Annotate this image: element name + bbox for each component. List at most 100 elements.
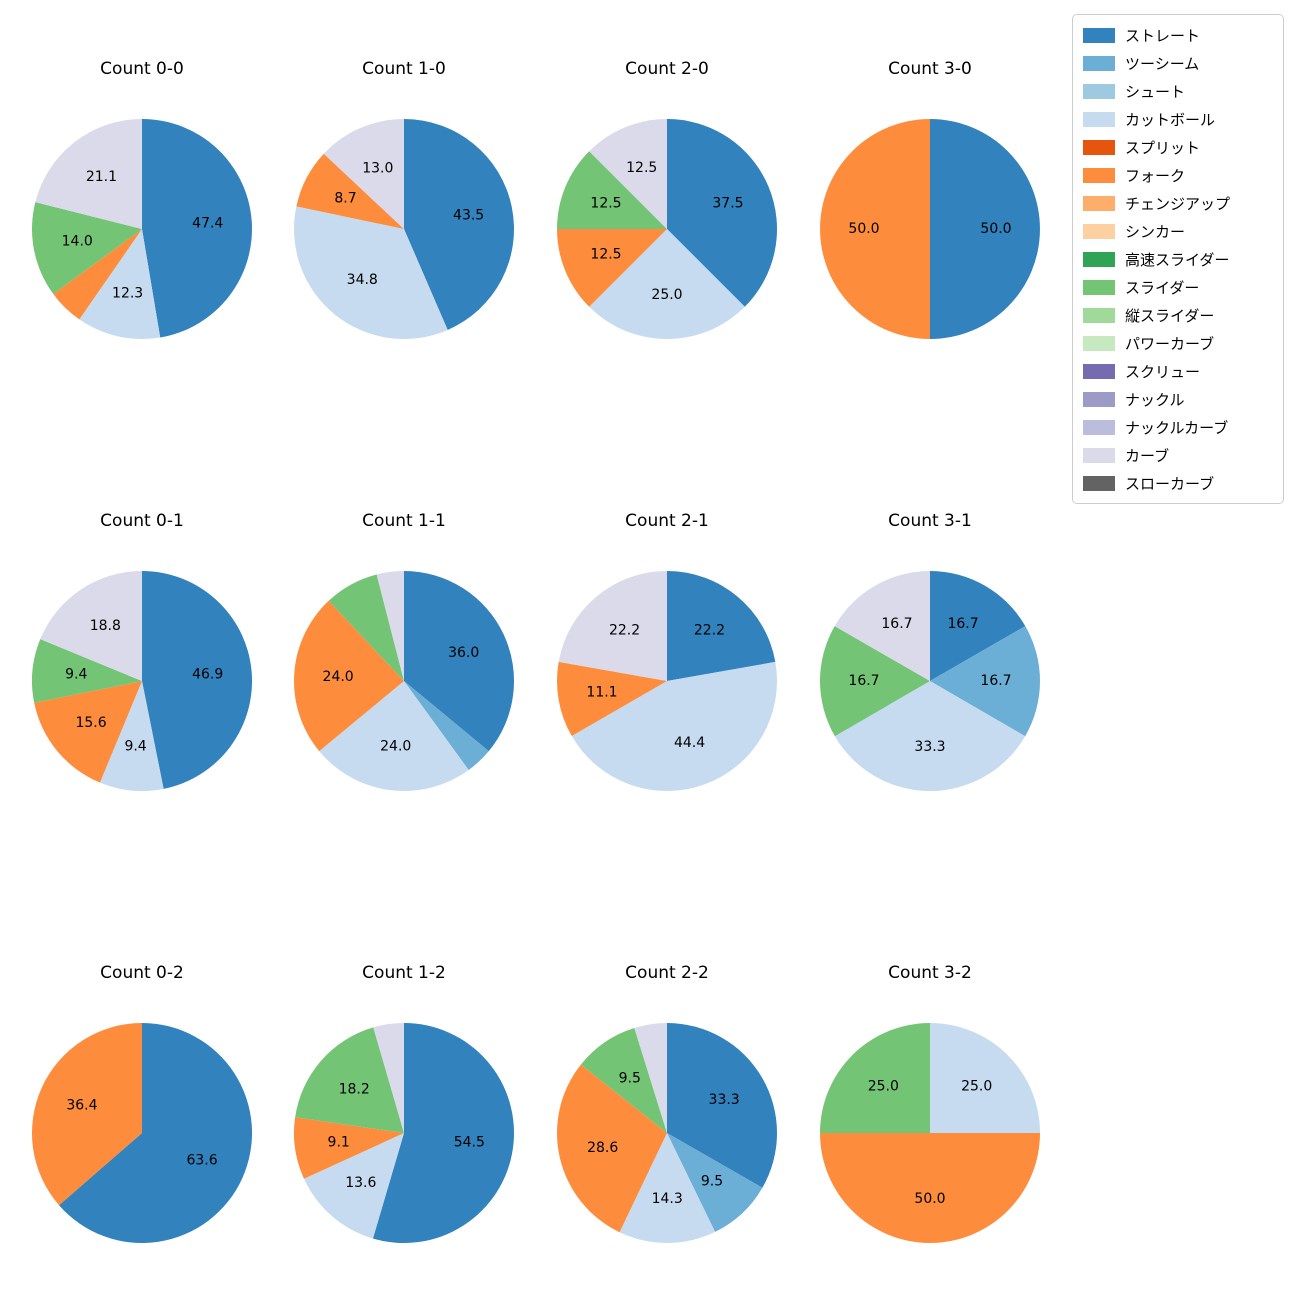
- legend-item: スプリット: [1083, 136, 1273, 158]
- pie-chart-count-3-2: 25.0 50.0 25.0: [820, 1023, 1040, 1243]
- pie-slice: [32, 1023, 143, 1206]
- pie-slice: [667, 571, 776, 681]
- legend-item: ストレート: [1083, 24, 1273, 46]
- legend-item: シュート: [1083, 80, 1273, 102]
- pie-slice: [40, 571, 142, 681]
- chart-title: Count 2-0: [625, 59, 709, 79]
- pie-slice: [556, 661, 667, 736]
- slice-label: 28.6: [587, 1140, 618, 1156]
- legend-item: パワーカーブ: [1083, 332, 1273, 354]
- slice-label: 44.4: [674, 735, 705, 751]
- legend-item-label: カーブ: [1125, 446, 1170, 465]
- pie-slice: [667, 1023, 778, 1188]
- slice-label: 18.8: [90, 618, 121, 634]
- slice-label: 22.2: [694, 622, 725, 638]
- pie-slice: [589, 119, 667, 229]
- pie-slice: [834, 571, 930, 681]
- slice-label: 33.3: [914, 739, 945, 755]
- pie-slice: [589, 229, 745, 339]
- slice-label: 37.5: [712, 196, 743, 212]
- legend-item-label: ナックル: [1125, 390, 1185, 409]
- slice-label: 22.2: [609, 622, 640, 638]
- pie-slice: [634, 1023, 667, 1133]
- legend-item-label: ツーシーム: [1125, 54, 1200, 73]
- pie-slice: [820, 1133, 1040, 1243]
- slice-label: 12.5: [626, 160, 657, 176]
- legend-item: 縦スライダー: [1083, 304, 1273, 326]
- legend-item-label: スプリット: [1125, 138, 1201, 157]
- chart-title: Count 1-0: [362, 59, 446, 79]
- legend-item-label: 高速スライダー: [1125, 250, 1230, 269]
- pie-slice: [819, 626, 930, 737]
- pie-slice: [303, 1133, 404, 1239]
- pie-slice: [571, 661, 778, 791]
- slice-label: 12.3: [112, 285, 143, 301]
- slice-label: 13.6: [345, 1175, 376, 1191]
- legend-swatch: [1083, 279, 1115, 295]
- pie-slice: [53, 229, 142, 320]
- legend-item-label: シュート: [1125, 82, 1186, 101]
- legend-item-label: スライダー: [1125, 278, 1200, 297]
- legend-swatch: [1083, 475, 1115, 491]
- pie-slice: [820, 1023, 930, 1133]
- pie-chart-count-0-1: 46.9 9.4 15.6 9.4 18.8: [32, 571, 253, 792]
- pie-slice: [376, 571, 404, 681]
- legend-item-label: スローカーブ: [1125, 474, 1215, 493]
- pie-slice: [930, 119, 1040, 339]
- chart-title: Count 3-1: [888, 511, 972, 531]
- slice-label: 11.1: [586, 684, 617, 700]
- chart-title: Count 2-2: [625, 963, 709, 983]
- legend-swatch: [1083, 307, 1115, 323]
- pie-slice: [372, 1023, 514, 1243]
- chart-title: Count 2-1: [625, 511, 709, 531]
- pie-slice: [557, 229, 667, 307]
- slice-label: 50.0: [848, 221, 879, 237]
- slice-label: 16.7: [881, 616, 912, 632]
- slice-label: 9.5: [701, 1173, 723, 1189]
- pie-chart-count-2-1: 22.2 44.4 11.1 22.2: [556, 571, 778, 791]
- legend-item-label: フォーク: [1125, 166, 1186, 185]
- legend-item: カーブ: [1083, 444, 1273, 466]
- slice-label: 12.5: [590, 246, 621, 262]
- slice-label: 13.0: [362, 160, 393, 176]
- pie-slice: [557, 1064, 667, 1233]
- slice-label: 14.3: [652, 1191, 683, 1207]
- pie-slice: [35, 119, 142, 229]
- slice-label: 25.0: [961, 1078, 992, 1094]
- slice-label: 16.7: [947, 616, 978, 632]
- slice-label: 9.4: [124, 739, 146, 755]
- legend-swatch: [1083, 363, 1115, 379]
- legend-swatch: [1083, 27, 1115, 43]
- legend-swatch: [1083, 55, 1115, 71]
- pie-slice: [930, 571, 1026, 681]
- slice-label: 50.0: [980, 221, 1011, 237]
- pie-slice: [295, 1027, 404, 1133]
- slice-label: 18.2: [339, 1082, 370, 1098]
- legend-item: カットボール: [1083, 108, 1273, 130]
- pie-slice: [558, 571, 667, 681]
- slice-label: 47.4: [192, 216, 223, 232]
- pie-slice: [667, 1133, 763, 1232]
- slice-label: 9.4: [65, 667, 87, 683]
- pie-slice: [323, 119, 404, 229]
- pie-chart-count-1-1: 36.0 24.0 24.0: [293, 571, 515, 792]
- pie-slice: [404, 571, 515, 752]
- legend-swatch: [1083, 251, 1115, 267]
- legend-item-label: ストレート: [1125, 26, 1201, 45]
- pie-slice: [296, 153, 404, 229]
- pie-slice: [79, 229, 161, 339]
- pie-slice: [373, 1023, 404, 1133]
- slice-label: 24.0: [323, 669, 354, 685]
- pie-slice: [404, 119, 514, 330]
- legend-swatch: [1083, 335, 1115, 351]
- legend-item-label: ナックルカーブ: [1125, 418, 1229, 437]
- slice-label: 21.1: [86, 169, 117, 185]
- slice-label: 43.5: [453, 208, 484, 224]
- legend-item: ナックル: [1083, 388, 1273, 410]
- pie-slice: [293, 1117, 404, 1179]
- pie-chart-count-0-0: 47.4 12.3 14.0 21.1: [31, 119, 252, 339]
- chart-title: Count 0-0: [100, 59, 184, 79]
- chart-title: Count 3-0: [888, 59, 972, 79]
- legend-swatch: [1083, 83, 1115, 99]
